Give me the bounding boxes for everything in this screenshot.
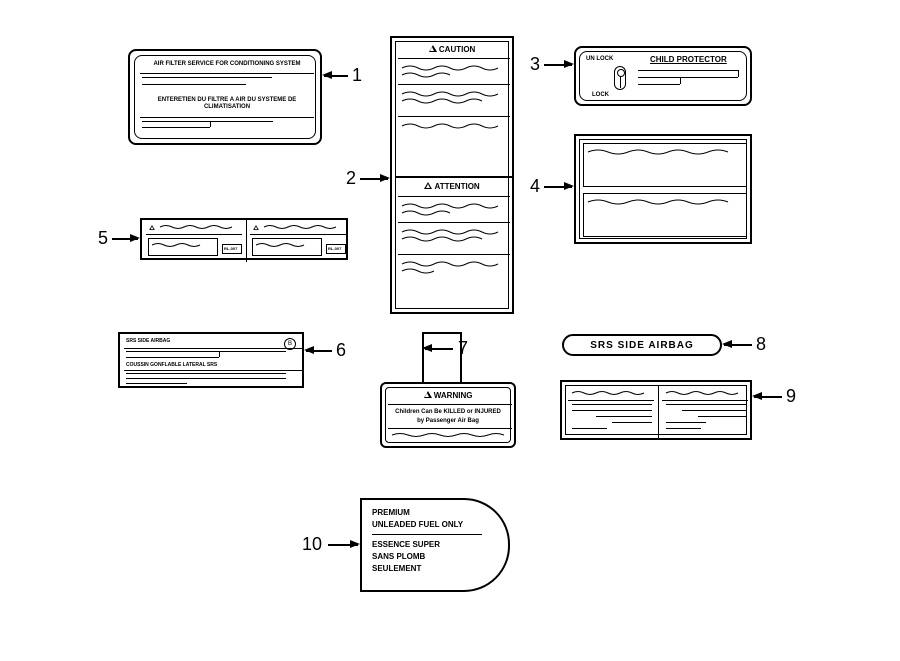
l2-caution: CAUTION [392, 45, 512, 54]
callout-5: 5 [98, 228, 108, 249]
l3-title: CHILD PROTECTOR [650, 55, 727, 64]
l7-line1: Children Can Be KILLED or INJURED [382, 409, 514, 415]
l6-title-fr: COUSSIN GONFLABLE LATERAL SRS [126, 362, 217, 368]
l7-line2: by Passenger Air Bag [382, 418, 514, 424]
callout-9: 9 [786, 386, 796, 407]
label-7-warning-tag: WARNING Children Can Be KILLED or INJURE… [380, 332, 516, 450]
l10-fr2: SANS PLOMB [372, 552, 425, 561]
callout-6: 6 [336, 340, 346, 361]
label-4-info-panel [574, 134, 752, 244]
label-1-air-filter: AIR FILTER SERVICE FOR CONDITIONING SYST… [128, 49, 322, 145]
label-10-fuel: PREMIUM UNLEADED FUEL ONLY ESSENCE SUPER… [360, 498, 510, 592]
label-5-dual-panel: RL-007 RL-007 [140, 218, 348, 260]
l1-title-fr: ENTERETIEN DU FILTRE A AIR DU SYSTEME DE… [140, 97, 314, 110]
l1-title-en: AIR FILTER SERVICE FOR CONDITIONING SYST… [140, 61, 314, 67]
l3-lock: LOCK [592, 92, 609, 98]
label-3-child-protector: UN LOCK CHILD PROTECTOR LOCK [574, 46, 752, 106]
l10-en2: UNLEADED FUEL ONLY [372, 520, 463, 529]
l5-code1: RL-007 [224, 246, 237, 251]
label-2-caution-attention: CAUTION ATTENTION [390, 36, 514, 314]
callout-4: 4 [530, 176, 540, 197]
l10-en1: PREMIUM [372, 508, 410, 517]
callout-2: 2 [346, 168, 356, 189]
label-9-dual-text [560, 380, 752, 440]
l6-title-en: SRS SIDE AIRBAG [126, 338, 170, 344]
label-6-srs-airbag-detail: SRS SIDE AIRBAG B COUSSIN GONFLABLE LATE… [118, 332, 304, 388]
callout-10: 10 [302, 534, 322, 555]
label-8-srs-side-airbag: SRS SIDE AIRBAG [562, 334, 722, 356]
l8-text: SRS SIDE AIRBAG [564, 340, 720, 351]
l10-fr1: ESSENCE SUPER [372, 540, 440, 549]
callout-1: 1 [352, 65, 362, 86]
l3-unlock: UN LOCK [586, 56, 613, 62]
callout-3: 3 [530, 54, 540, 75]
l10-fr3: SEULEMENT [372, 564, 421, 573]
callout-7: 7 [458, 338, 468, 359]
l7-warning: WARNING [382, 391, 514, 400]
callout-8: 8 [756, 334, 766, 355]
l5-code2: RL-007 [328, 246, 341, 251]
l2-attention: ATTENTION [392, 182, 512, 191]
